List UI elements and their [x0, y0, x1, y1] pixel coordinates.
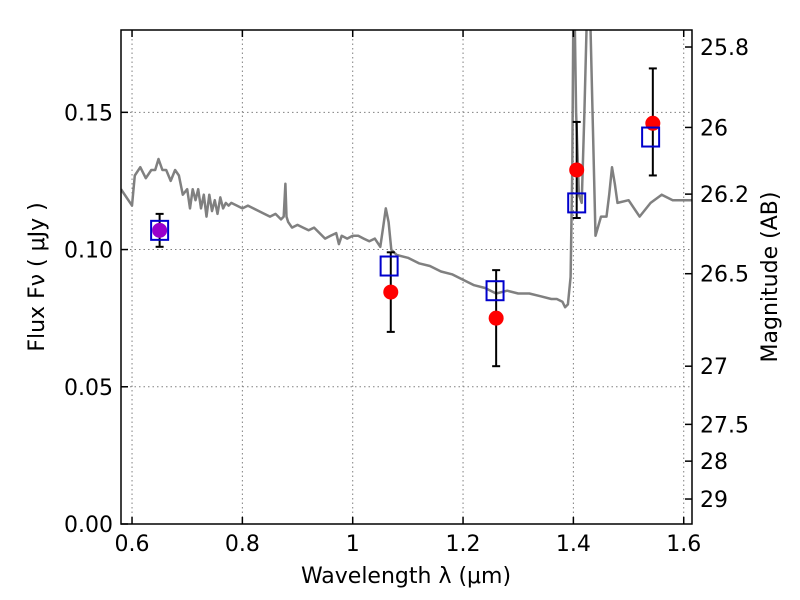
observed-point	[383, 284, 399, 300]
right-tick-label: 27.5	[700, 413, 749, 438]
right-tick-label: 25.8	[700, 36, 749, 61]
y-tick-label: 0.00	[64, 513, 113, 538]
right-tick-label: 26.2	[700, 183, 749, 208]
observed-point-layer	[152, 115, 661, 326]
observed-point	[152, 222, 168, 238]
y-tick-label: 0.05	[64, 376, 113, 401]
tick-marks	[121, 30, 692, 525]
x-tick-label: 1	[346, 532, 360, 557]
observed-point	[645, 115, 661, 131]
model-photometry-layer	[150, 126, 661, 302]
model-spectrum-line	[121, 30, 692, 309]
x-tick-label: 1.2	[446, 532, 481, 557]
right-axis-title: Magnitude (AB)	[758, 192, 783, 363]
x-tick-label: 1.6	[666, 532, 701, 557]
right-tick-label: 27	[700, 355, 728, 380]
model-photometry-square	[150, 219, 170, 241]
y-axis-title: Flux Fν ( μJy )	[25, 202, 50, 351]
plot-frame	[120, 29, 693, 525]
model-spectrum-layer	[121, 30, 692, 309]
x-tick-label: 0.6	[115, 532, 150, 557]
model-photometry-square	[485, 280, 505, 302]
observed-point	[488, 310, 504, 326]
model-photometry-square	[379, 255, 399, 277]
x-axis-title: Wavelength λ (μm)	[301, 564, 511, 589]
observed-point	[569, 162, 585, 178]
y-tick-label: 0.10	[64, 239, 113, 264]
right-tick-label: 26	[700, 116, 728, 141]
model-photometry-square	[567, 192, 587, 214]
right-tick-label: 29	[700, 488, 728, 513]
right-tick-label: 28	[700, 450, 728, 475]
x-tick-label: 0.8	[225, 532, 260, 557]
x-tick-label: 1.4	[556, 532, 591, 557]
tick-labels: 0.6 0.8 1 1.2 1.4 1.6 0.00 0.05 0.10 0.15 25.8 26 26…	[64, 36, 749, 557]
model-photometry-square	[641, 126, 661, 148]
y-tick-label: 0.15	[64, 101, 113, 126]
right-tick-label: 26.5	[700, 263, 749, 288]
